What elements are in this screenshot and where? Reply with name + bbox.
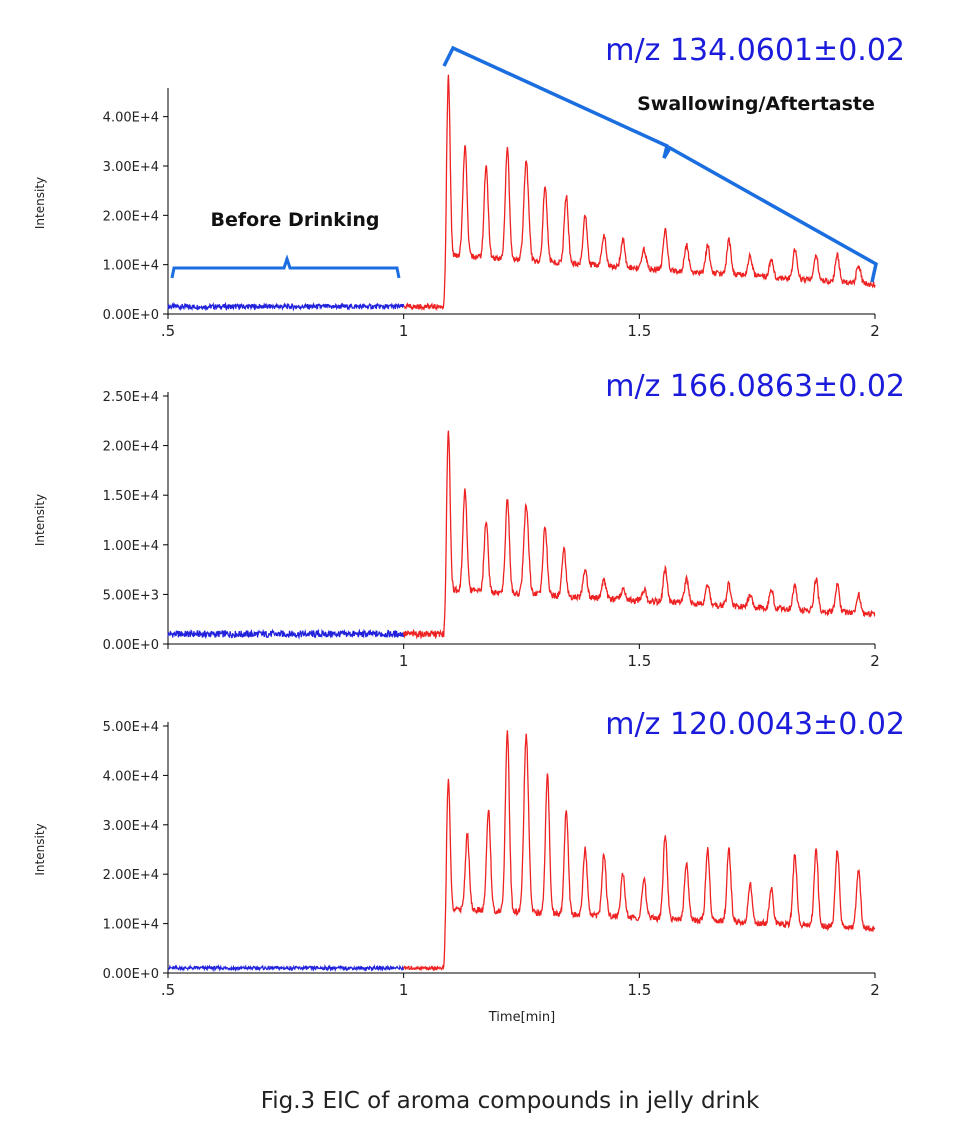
aftertaste-label: Swallowing/Aftertaste	[637, 93, 875, 115]
x-tick-label: 2	[870, 981, 880, 999]
chart-title: m/z 166.0863±0.02	[605, 369, 905, 404]
series-line-after	[403, 430, 876, 640]
y-tick-label: 5.00E+4	[103, 720, 159, 735]
y-axis-label: Intensity	[33, 494, 47, 546]
x-tick-label: 1	[399, 322, 409, 340]
x-tick-label: 1.5	[627, 981, 651, 999]
x-tick-label: .5	[161, 981, 175, 999]
y-tick-label: 0.00E+0	[103, 967, 159, 982]
y-axis-label: Intensity	[33, 823, 47, 875]
y-tick-label: 4.00E+4	[103, 111, 159, 126]
figure-caption: Fig.3 EIC of aroma compounds in jelly dr…	[261, 1088, 760, 1114]
series-line-before	[167, 628, 405, 640]
y-tick-label: 0.00E+0	[103, 638, 159, 653]
chart-panels: 0.00E+0 1.00E+4 2.00E+4 3.00E+4 4.00E+4 .5 1 1.…	[33, 33, 905, 1025]
y-tick-label: 1.00E+4	[103, 259, 159, 274]
chart-panel-1: 0.00E+0 1.00E+4 2.00E+4 3.00E+4 4.00E+4 .5 1 1.…	[33, 33, 905, 340]
series-line-before	[167, 963, 405, 973]
y-tick-label: 3.00E+4	[103, 160, 159, 175]
x-tick-label: 1	[399, 652, 409, 670]
y-tick-label: 2.50E+4	[103, 390, 159, 405]
x-tick-label: 1.5	[627, 652, 651, 670]
y-axis-label: Intensity	[33, 177, 47, 229]
chart-panel-3: 0.00E+0 1.00E+4 2.00E+4 3.00E+4 4.00E+4 5.00E…	[33, 707, 905, 1025]
y-tick-label: 4.00E+4	[103, 769, 159, 784]
x-tick-label: 2	[870, 322, 880, 340]
chart-panel-2: 0.00E+0 5.00E+3 1.00E+4 1.50E+4 2.00E+4 2.50E…	[33, 369, 905, 670]
x-tick-label: 2	[870, 652, 880, 670]
y-tick-label: 2.00E+4	[103, 440, 159, 455]
y-tick-label: 1.00E+4	[103, 918, 159, 933]
before-drinking-label: Before Drinking	[210, 209, 379, 231]
series-line-after	[403, 74, 876, 312]
x-tick-label: .5	[161, 322, 175, 340]
before-drinking-bracket	[170, 254, 401, 279]
y-tick-label: 2.00E+4	[103, 209, 159, 224]
chart-title: m/z 120.0043±0.02	[605, 707, 905, 742]
y-tick-label: 2.00E+4	[103, 868, 159, 883]
y-tick-label: 1.00E+4	[103, 539, 159, 554]
y-tick-label: 3.00E+4	[103, 819, 159, 834]
series-line-after	[403, 730, 876, 972]
y-tick-label: 5.00E+3	[103, 588, 159, 603]
series-line-before	[167, 301, 405, 312]
x-axis-label: Time[min]	[488, 1010, 555, 1025]
x-tick-label: 1.5	[627, 322, 651, 340]
chart-title: m/z 134.0601±0.02	[605, 33, 905, 68]
x-tick-label: 1	[399, 981, 409, 999]
y-tick-label: 1.50E+4	[103, 489, 159, 504]
aftertaste-bracket	[442, 45, 878, 283]
y-tick-label: 0.00E+0	[103, 308, 159, 323]
